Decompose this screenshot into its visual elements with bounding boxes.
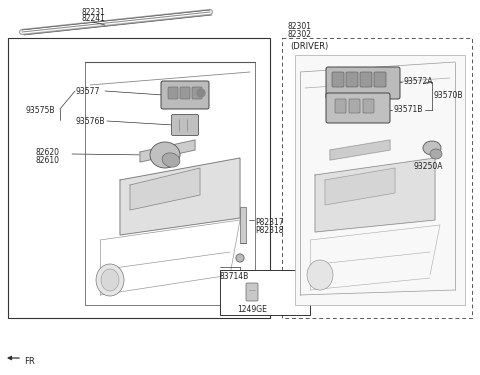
FancyBboxPatch shape [171,114,199,135]
Text: (DRIVER): (DRIVER) [290,42,328,51]
Circle shape [236,254,244,262]
FancyBboxPatch shape [161,81,209,109]
FancyBboxPatch shape [363,99,374,113]
Text: 82241: 82241 [81,14,105,23]
Text: 93577: 93577 [76,87,100,96]
Text: P82318: P82318 [255,226,284,235]
Polygon shape [140,140,195,162]
Bar [240,207,246,243]
FancyBboxPatch shape [192,87,202,99]
FancyBboxPatch shape [326,67,400,99]
Polygon shape [70,55,265,310]
Text: 93572A: 93572A [403,78,432,87]
Ellipse shape [307,260,333,290]
Text: 82301: 82301 [287,22,311,31]
Polygon shape [85,62,255,305]
Ellipse shape [423,141,441,155]
FancyBboxPatch shape [180,87,190,99]
Text: 1249GE: 1249GE [237,305,267,314]
FancyBboxPatch shape [168,87,178,99]
Text: 93575B: 93575B [25,106,55,115]
Bar [295,55,465,305]
FancyBboxPatch shape [374,72,386,87]
Text: 93571B: 93571B [393,105,422,114]
Text: 82620: 82620 [35,148,59,157]
Ellipse shape [150,142,180,168]
Text: 82231: 82231 [81,8,105,17]
Polygon shape [325,168,395,205]
Circle shape [197,89,205,97]
Ellipse shape [162,153,180,167]
Text: FR: FR [24,357,35,366]
FancyBboxPatch shape [332,72,344,87]
FancyBboxPatch shape [360,72,372,87]
Text: 82610: 82610 [35,156,59,165]
Polygon shape [315,158,435,232]
Bar [282,38,472,318]
FancyBboxPatch shape [326,93,390,123]
Polygon shape [130,168,200,210]
Text: 93576B: 93576B [76,117,106,126]
Bar [8,38,270,318]
Polygon shape [120,158,240,235]
Ellipse shape [96,264,124,296]
Text: 93570B: 93570B [433,92,463,100]
Text: P82317: P82317 [255,218,284,227]
Bar [220,270,310,315]
FancyBboxPatch shape [346,72,358,87]
Text: 82302: 82302 [287,30,311,39]
Ellipse shape [430,149,442,159]
FancyBboxPatch shape [246,283,258,301]
Text: 83714B: 83714B [220,272,249,281]
Ellipse shape [101,269,119,291]
FancyBboxPatch shape [349,99,360,113]
Polygon shape [330,140,390,160]
Text: 93250A: 93250A [413,162,443,171]
FancyBboxPatch shape [335,99,346,113]
